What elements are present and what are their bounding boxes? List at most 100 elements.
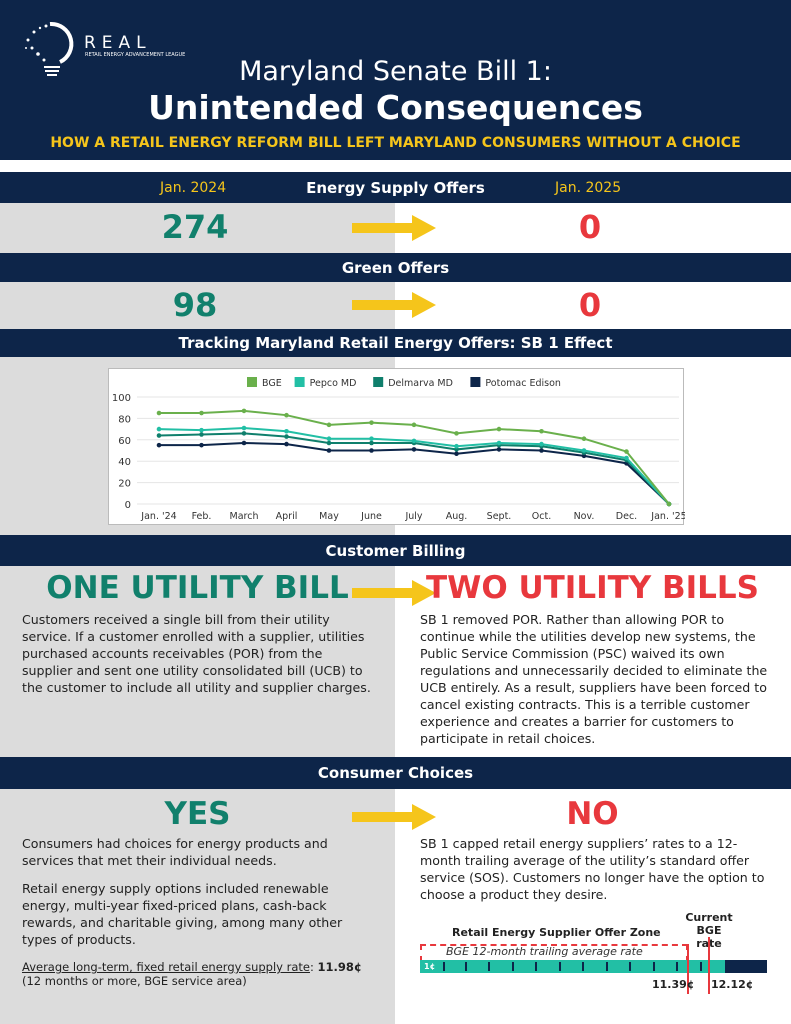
data-point: [199, 442, 204, 448]
avg-rate: Average long-term, fixed retail energy s…: [22, 960, 362, 988]
two-bills-text: SB 1 removed POR. Rather than allowing P…: [420, 612, 768, 746]
lightbulb-logo-icon: [25, 21, 74, 76]
data-point: [326, 436, 332, 442]
rate-tick: [629, 962, 631, 971]
data-point: [241, 440, 247, 446]
supply-band: Jan. 2024 Energy Supply Offers Jan. 2025: [0, 172, 791, 203]
logo-subtitle: Retail Energy Advancement League: [85, 52, 186, 58]
data-point: [199, 427, 204, 433]
x-tick-label: Nov.: [574, 511, 595, 522]
legend-label: Pepco MD: [310, 378, 357, 389]
data-point: [411, 438, 417, 444]
data-point: [496, 447, 502, 452]
legend-swatch: [373, 377, 384, 387]
data-point: [539, 428, 544, 434]
billing-title: Customer Billing: [325, 541, 466, 560]
yes-heading: YES: [164, 796, 231, 832]
one-bill-text: Customers received a single bill from th…: [22, 612, 371, 695]
data-point: [156, 442, 162, 448]
x-tick-label: Jan. '25: [650, 511, 685, 522]
data-point: [624, 455, 629, 461]
data-point: [326, 448, 332, 453]
data-point: [624, 449, 629, 454]
data-point: [241, 408, 247, 414]
arrow-right-icon: [352, 292, 436, 318]
data-point: [156, 426, 162, 432]
x-tick-label: Sept.: [487, 511, 512, 522]
data-point: [454, 451, 459, 457]
x-tick-label: May: [319, 511, 339, 522]
start-rate-label: 1¢: [424, 962, 436, 971]
legend-label: Delmarva MD: [388, 378, 453, 389]
green-band: Green Offers: [0, 253, 791, 282]
two-bills-heading: TWO UTILITY BILLS: [425, 570, 759, 606]
x-tick-label: April: [276, 511, 298, 522]
y-tick-label: 100: [112, 393, 131, 404]
legend-swatch: [247, 377, 257, 387]
supply-title: Energy Supply Offers: [306, 178, 485, 197]
yes-text-2: Retail energy supply options included re…: [22, 881, 343, 947]
arrow-right-icon: [352, 804, 436, 830]
logo-text: REAL: [84, 33, 152, 53]
rate-tick: [443, 962, 445, 971]
avg-marker: [687, 944, 689, 994]
data-point: [496, 440, 502, 446]
yes-text-1: Consumers had choices for energy product…: [22, 836, 328, 868]
rate-tick: [700, 962, 702, 971]
avg-rate-label: Average long-term, fixed retail energy s…: [22, 960, 310, 974]
x-tick-label: Aug.: [446, 511, 468, 522]
y-tick-label: 20: [118, 479, 131, 490]
data-point: [156, 433, 162, 438]
rate-tick: [559, 962, 561, 971]
rate-tick: [676, 962, 678, 971]
avg-rate-marker-value: 11.39¢: [652, 978, 695, 991]
data-point: [199, 410, 204, 416]
arrow-right-icon: [352, 215, 436, 241]
rate-tick: [582, 962, 584, 971]
data-point: [326, 440, 332, 446]
rate-tick: [653, 962, 655, 971]
data-point: [284, 434, 289, 439]
rate-tick: [535, 962, 537, 971]
data-point: [369, 436, 374, 442]
data-point: [284, 428, 289, 434]
line-chart: 0 20 40 60 80 100 Jan. '24 Feb. March April May Jun…: [112, 377, 687, 522]
rate-tick: [488, 962, 490, 971]
legend-swatch: [470, 377, 481, 387]
legend-label: Potomac Edison: [485, 378, 561, 389]
tracking-title: Tracking Maryland Retail Energy Offers: …: [178, 334, 613, 352]
page-title: Unintended Consequences: [148, 88, 643, 127]
data-point: [199, 432, 204, 437]
rate-tick: [606, 962, 608, 971]
avg-rate-value: 11.98¢: [317, 960, 362, 974]
supply-before: 274: [161, 208, 229, 246]
data-point: [581, 453, 587, 459]
x-tick-label: March: [230, 511, 259, 522]
data-point: [369, 440, 374, 446]
data-point: [539, 448, 544, 453]
no-heading: NO: [566, 796, 619, 832]
y-tick-label: 40: [118, 457, 131, 468]
choices-band: Consumer Choices: [0, 757, 791, 789]
supply-after: 0: [578, 208, 602, 246]
tracking-band: Tracking Maryland Retail Energy Offers: …: [0, 329, 791, 357]
data-point: [454, 443, 459, 449]
data-point: [411, 447, 417, 452]
data-point: [496, 426, 502, 432]
data-point: [411, 422, 417, 428]
rate-bar: 1¢: [420, 960, 767, 973]
current-rate-marker-value: 12.12¢: [711, 978, 754, 991]
current-marker: [708, 937, 710, 994]
rate-tick: [465, 962, 467, 971]
data-point: [284, 412, 289, 418]
data-point: [369, 448, 374, 453]
subtitle: HOW A RETAIL ENERGY REFORM BILL LEFT MAR…: [50, 135, 741, 151]
x-tick-label: Feb.: [192, 511, 212, 522]
data-point: [454, 447, 459, 452]
x-tick-label: Oct.: [532, 511, 551, 522]
title-line1: Maryland Senate Bill 1:: [239, 56, 552, 87]
legend-swatch: [294, 377, 305, 387]
choices-title: Consumer Choices: [317, 764, 474, 782]
avg-rate-note: (12 months or more, BGE service area): [22, 974, 247, 988]
data-point: [581, 448, 587, 453]
